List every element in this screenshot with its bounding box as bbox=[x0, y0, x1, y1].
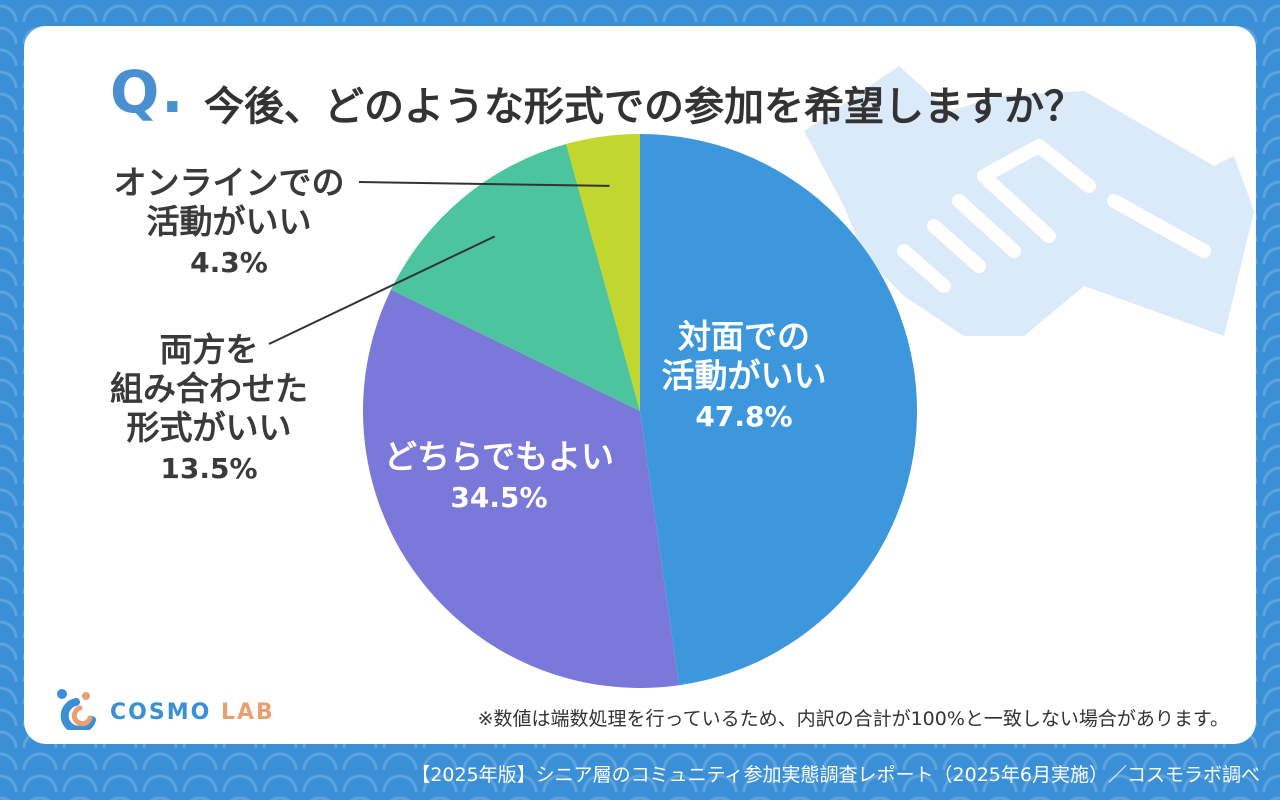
logo-text-lab: LAB bbox=[220, 700, 275, 725]
slice-label-text: どちらでもよい bbox=[383, 437, 614, 476]
chart-card: Q. 今後、どのような形式での参加を希望しますか？ 対面での 活動がいい 47.… bbox=[24, 26, 1256, 744]
cosmo-lab-logo-icon bbox=[57, 689, 96, 730]
question-mark-q: Q. bbox=[110, 58, 186, 126]
slice-label-hybrid: 両方を 組み合わせた 形式がいい 13.5% bbox=[84, 330, 334, 485]
pie-slice-0 bbox=[640, 134, 918, 686]
chart-title: 今後、どのような形式での参加を希望しますか？ bbox=[204, 84, 1084, 130]
slice-label-value: 13.5% bbox=[160, 451, 258, 485]
slice-label-text: オンラインでの 活動がいい bbox=[113, 163, 345, 241]
pie-slice-3 bbox=[566, 134, 640, 411]
logo-text-cosmo: COSMO bbox=[110, 700, 221, 725]
slice-label-text: 両方を 組み合わせた 形式がいい bbox=[110, 330, 308, 447]
pie-slice-2 bbox=[391, 144, 640, 411]
logo-text: COSMO LAB bbox=[110, 700, 275, 725]
leader-line-2 bbox=[268, 235, 496, 345]
slice-label-text: 対面での 活動がいい bbox=[661, 317, 827, 395]
slice-label-value: 4.3% bbox=[190, 245, 268, 279]
slice-label-value: 47.8% bbox=[695, 399, 793, 433]
source-credit: 【2025年版】シニア層のコミュニティ参加実態調査レポート（2025年6月実施）… bbox=[411, 764, 1260, 786]
pie-slice-1 bbox=[362, 289, 679, 688]
leader-line-3 bbox=[358, 181, 610, 187]
slice-label-online: オンラインでの 活動がいい 4.3% bbox=[94, 163, 364, 279]
slice-label-in-person: 対面での 活動がいい 47.8% bbox=[624, 317, 864, 433]
handshake-icon bbox=[804, 66, 1254, 336]
pie-chart bbox=[268, 134, 918, 688]
slice-label-value: 34.5% bbox=[450, 480, 548, 514]
footnote: ※数値は端数処理を行っているため、内訳の合計が100%と一致しない場合があります… bbox=[477, 708, 1229, 730]
slice-label-either: どちらでもよい 34.5% bbox=[354, 437, 644, 514]
